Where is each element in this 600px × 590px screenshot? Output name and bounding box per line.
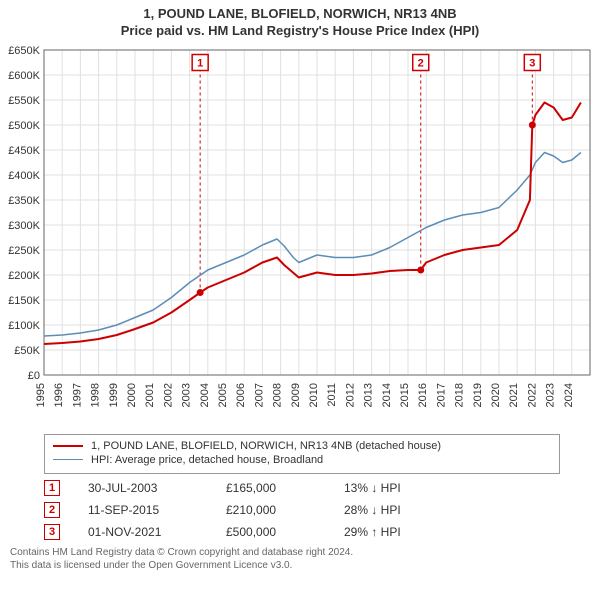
event-change: 13% ↓ HPI [344, 481, 401, 495]
y-tick-label: £100K [8, 320, 40, 332]
x-tick-label: 2005 [217, 383, 229, 407]
y-tick-label: £50K [14, 345, 40, 357]
y-tick-label: £650K [8, 45, 40, 57]
legend: 1, POUND LANE, BLOFIELD, NORWICH, NR13 4… [44, 434, 560, 474]
x-tick-label: 2017 [435, 383, 447, 407]
x-tick-label: 2009 [290, 383, 302, 407]
x-tick-label: 2021 [508, 383, 520, 407]
chart-area: £0 £50K £100K £150K £200K £250K £300K £350K £400… [0, 40, 600, 430]
event-row: 3 01-NOV-2021 £500,000 29% ↑ HPI [44, 524, 560, 540]
x-tick-label: 1997 [71, 383, 83, 407]
sale-dot [197, 289, 204, 296]
y-tick-label: £600K [8, 70, 40, 82]
x-tick-label: 2004 [199, 383, 211, 407]
x-tick-label: 2008 [272, 383, 284, 407]
x-tick-label: 2016 [417, 383, 429, 407]
y-tick-label: £0 [28, 370, 40, 382]
event-row: 2 11-SEP-2015 £210,000 28% ↓ HPI [44, 502, 560, 518]
x-tick-label: 2014 [381, 383, 393, 407]
event-price: £210,000 [226, 503, 316, 517]
x-tick-label: 2002 [162, 383, 174, 407]
x-tick-label: 2022 [526, 383, 538, 407]
event-marker-number: 3 [529, 57, 535, 69]
title-line-2: Price paid vs. HM Land Registry's House … [0, 23, 600, 40]
sale-dot [529, 121, 536, 128]
legend-label: 1, POUND LANE, BLOFIELD, NORWICH, NR13 4… [91, 440, 441, 452]
event-marker-icon: 3 [44, 524, 60, 540]
x-tick-label: 2000 [126, 383, 138, 407]
x-tick-label: 1995 [35, 383, 47, 407]
x-tick-label: 2023 [545, 383, 557, 407]
x-tick-label: 1996 [53, 383, 65, 407]
x-tick-label: 2006 [235, 383, 247, 407]
event-change: 29% ↑ HPI [344, 525, 401, 539]
y-tick-label: £550K [8, 95, 40, 107]
y-tick-label: £500K [8, 120, 40, 132]
legend-row: 1, POUND LANE, BLOFIELD, NORWICH, NR13 4… [53, 440, 551, 452]
y-tick-label: £250K [8, 245, 40, 257]
sale-events-table: 1 30-JUL-2003 £165,000 13% ↓ HPI 2 11-SEP-201… [44, 480, 560, 540]
x-tick-label: 2011 [326, 383, 338, 407]
line-chart-svg: £0 £50K £100K £150K £200K £250K £300K £350K £400… [0, 40, 600, 430]
x-tick-label: 1998 [90, 383, 102, 407]
x-tick-label: 2024 [563, 383, 575, 407]
x-tick-label: 2015 [399, 383, 411, 407]
x-tick-label: 2001 [144, 383, 156, 407]
event-price: £165,000 [226, 481, 316, 495]
chart-title: 1, POUND LANE, BLOFIELD, NORWICH, NR13 4… [0, 0, 600, 40]
x-tick-label: 2007 [253, 383, 265, 407]
x-tick-label: 2013 [363, 383, 375, 407]
footnote-line-1: Contains HM Land Registry data © Crown c… [10, 546, 560, 559]
event-change: 28% ↓ HPI [344, 503, 401, 517]
x-tick-label: 2020 [490, 383, 502, 407]
event-date: 11-SEP-2015 [88, 503, 198, 517]
event-marker-number: 1 [197, 57, 203, 69]
y-tick-label: £300K [8, 220, 40, 232]
y-tick-label: £150K [8, 295, 40, 307]
event-date: 30-JUL-2003 [88, 481, 198, 495]
legend-swatch [53, 459, 83, 460]
y-tick-label: £400K [8, 170, 40, 182]
event-marker-number: 2 [418, 57, 424, 69]
x-tick-label: 2003 [181, 383, 193, 407]
footnote: Contains HM Land Registry data © Crown c… [10, 546, 560, 572]
x-tick-label: 1999 [108, 383, 120, 407]
x-tick-label: 2012 [344, 383, 356, 407]
x-tick-label: 2018 [454, 383, 466, 407]
event-marker-icon: 2 [44, 502, 60, 518]
legend-row: HPI: Average price, detached house, Broa… [53, 454, 551, 466]
y-tick-label: £200K [8, 270, 40, 282]
legend-swatch [53, 445, 83, 447]
y-tick-label: £450K [8, 145, 40, 157]
event-price: £500,000 [226, 525, 316, 539]
legend-label: HPI: Average price, detached house, Broa… [91, 454, 323, 466]
footnote-line-2: This data is licensed under the Open Gov… [10, 559, 560, 572]
event-marker-icon: 1 [44, 480, 60, 496]
y-tick-label: £350K [8, 195, 40, 207]
title-line-1: 1, POUND LANE, BLOFIELD, NORWICH, NR13 4… [0, 6, 600, 23]
event-date: 01-NOV-2021 [88, 525, 198, 539]
x-tick-label: 2019 [472, 383, 484, 407]
x-tick-label: 2010 [308, 383, 320, 407]
sale-dot [417, 266, 424, 273]
event-row: 1 30-JUL-2003 £165,000 13% ↓ HPI [44, 480, 560, 496]
